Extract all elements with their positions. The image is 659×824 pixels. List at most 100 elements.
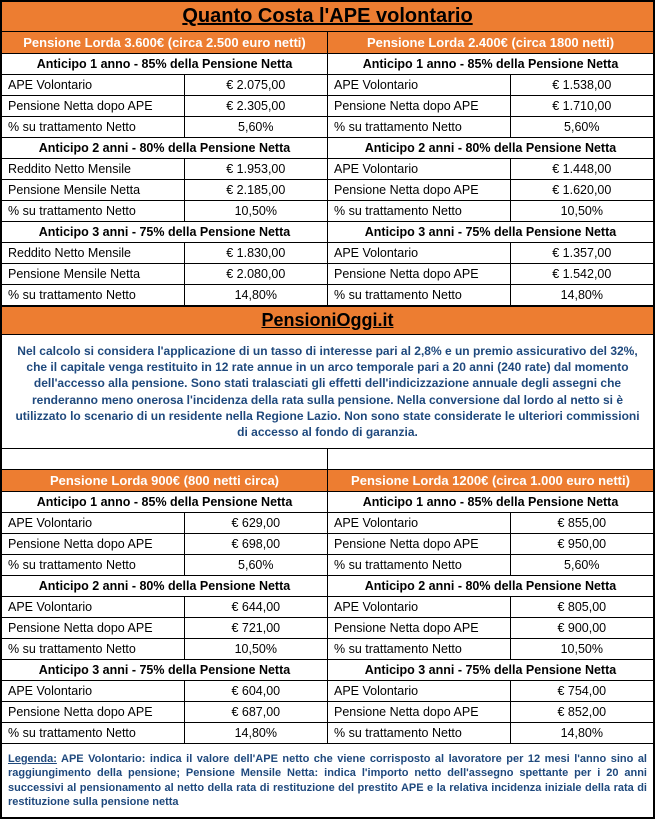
row-value: € 1.710,00 bbox=[511, 96, 653, 116]
row-label: % su trattamento Netto bbox=[328, 639, 511, 659]
row-value: 10,50% bbox=[185, 201, 327, 221]
row-label: APE Volontario bbox=[328, 75, 511, 95]
bottom-tables: Pensione Lorda 900€ (800 netti circa) An… bbox=[2, 470, 653, 744]
legend-text: Legenda: APE Volontario: indica il valor… bbox=[2, 744, 653, 817]
row-label: % su trattamento Netto bbox=[328, 555, 511, 575]
row-value: € 950,00 bbox=[511, 534, 653, 554]
row-value: € 1.620,00 bbox=[511, 180, 653, 200]
row-label: APE Volontario bbox=[328, 681, 511, 701]
spacer-row bbox=[2, 449, 653, 470]
row-value: 10,50% bbox=[511, 201, 653, 221]
section-header: Anticipo 3 anni - 75% della Pensione Net… bbox=[2, 222, 327, 243]
row-value: € 900,00 bbox=[511, 618, 653, 638]
row-value: € 1.448,00 bbox=[511, 159, 653, 179]
row-label: % su trattamento Netto bbox=[2, 285, 185, 305]
row-label: % su trattamento Netto bbox=[328, 723, 511, 743]
top-tables: Pensione Lorda 3.600€ (circa 2.500 euro … bbox=[2, 32, 653, 306]
description-text: Nel calcolo si considera l'applicazione … bbox=[2, 335, 653, 449]
row-value: 14,80% bbox=[511, 723, 653, 743]
row-value: € 855,00 bbox=[511, 513, 653, 533]
row-value: € 629,00 bbox=[185, 513, 327, 533]
row-value: € 1.953,00 bbox=[185, 159, 327, 179]
section-header: Anticipo 3 anni - 75% della Pensione Net… bbox=[328, 660, 653, 681]
column-header: Pensione Lorda 1200€ (circa 1.000 euro n… bbox=[328, 470, 653, 492]
main-title: Quanto Costa l'APE volontario bbox=[2, 2, 653, 32]
legend-term: Pensione Mensile Netta bbox=[186, 767, 315, 779]
row-value: 10,50% bbox=[185, 639, 327, 659]
row-value: € 2.305,00 bbox=[185, 96, 327, 116]
column-header: Pensione Lorda 3.600€ (circa 2.500 euro … bbox=[2, 32, 327, 54]
row-value: € 1.830,00 bbox=[185, 243, 327, 263]
row-label: % su trattamento Netto bbox=[328, 285, 511, 305]
section-header: Anticipo 1 anno - 85% della Pensione Net… bbox=[328, 492, 653, 513]
bottom-left-table: Pensione Lorda 900€ (800 netti circa) An… bbox=[2, 470, 328, 743]
section-header: Anticipo 3 anni - 75% della Pensione Net… bbox=[328, 222, 653, 243]
row-label: % su trattamento Netto bbox=[328, 201, 511, 221]
row-label: APE Volontario bbox=[2, 681, 185, 701]
row-value: € 852,00 bbox=[511, 702, 653, 722]
row-label: Pensione Netta dopo APE bbox=[2, 534, 185, 554]
section-header: Anticipo 2 anni - 80% della Pensione Net… bbox=[328, 576, 653, 597]
row-label: APE Volontario bbox=[328, 243, 511, 263]
section-header: Anticipo 2 anni - 80% della Pensione Net… bbox=[328, 138, 653, 159]
section-header: Anticipo 1 anno - 85% della Pensione Net… bbox=[328, 54, 653, 75]
row-label: Pensione Netta dopo APE bbox=[328, 702, 511, 722]
row-label: APE Volontario bbox=[2, 513, 185, 533]
mid-banner: PensioniOggi.it bbox=[2, 306, 653, 335]
row-label: APE Volontario bbox=[2, 75, 185, 95]
row-value: € 805,00 bbox=[511, 597, 653, 617]
row-value: 5,60% bbox=[185, 555, 327, 575]
row-value: € 1.538,00 bbox=[511, 75, 653, 95]
row-value: € 721,00 bbox=[185, 618, 327, 638]
row-label: APE Volontario bbox=[328, 597, 511, 617]
row-label: Pensione Netta dopo APE bbox=[2, 702, 185, 722]
row-label: Pensione Netta dopo APE bbox=[2, 96, 185, 116]
top-right-table: Pensione Lorda 2.400€ (circa 1800 netti)… bbox=[328, 32, 653, 305]
row-value: € 604,00 bbox=[185, 681, 327, 701]
row-label: APE Volontario bbox=[2, 597, 185, 617]
row-value: € 698,00 bbox=[185, 534, 327, 554]
row-label: Pensione Netta dopo APE bbox=[328, 96, 511, 116]
row-value: 10,50% bbox=[511, 639, 653, 659]
row-value: € 644,00 bbox=[185, 597, 327, 617]
row-label: % su trattamento Netto bbox=[2, 639, 185, 659]
row-value: 5,60% bbox=[511, 117, 653, 137]
section-header: Anticipo 3 anni - 75% della Pensione Net… bbox=[2, 660, 327, 681]
column-header: Pensione Lorda 900€ (800 netti circa) bbox=[2, 470, 327, 492]
row-value: € 2.075,00 bbox=[185, 75, 327, 95]
row-value: 5,60% bbox=[511, 555, 653, 575]
document-table: Quanto Costa l'APE volontario Pensione L… bbox=[0, 0, 655, 819]
row-label: APE Volontario bbox=[328, 513, 511, 533]
row-label: Pensione Mensile Netta bbox=[2, 264, 185, 284]
row-label: % su trattamento Netto bbox=[2, 201, 185, 221]
row-label: % su trattamento Netto bbox=[2, 555, 185, 575]
row-value: € 1.357,00 bbox=[511, 243, 653, 263]
top-left-table: Pensione Lorda 3.600€ (circa 2.500 euro … bbox=[2, 32, 328, 305]
row-value: € 2.185,00 bbox=[185, 180, 327, 200]
row-label: Pensione Netta dopo APE bbox=[2, 618, 185, 638]
row-value: € 1.542,00 bbox=[511, 264, 653, 284]
section-header: Anticipo 1 anno - 85% della Pensione Net… bbox=[2, 492, 327, 513]
row-label: Pensione Netta dopo APE bbox=[328, 180, 511, 200]
legend-label: Legenda: bbox=[8, 753, 57, 765]
section-header: Anticipo 2 anni - 80% della Pensione Net… bbox=[2, 576, 327, 597]
section-header: Anticipo 2 anni - 80% della Pensione Net… bbox=[2, 138, 327, 159]
row-label: Pensione Netta dopo APE bbox=[328, 264, 511, 284]
row-value: € 2.080,00 bbox=[185, 264, 327, 284]
row-label: Pensione Netta dopo APE bbox=[328, 534, 511, 554]
row-label: Pensione Netta dopo APE bbox=[328, 618, 511, 638]
section-header: Anticipo 1 anno - 85% della Pensione Net… bbox=[2, 54, 327, 75]
row-label: APE Volontario bbox=[328, 159, 511, 179]
row-value: € 687,00 bbox=[185, 702, 327, 722]
row-label: % su trattamento Netto bbox=[2, 117, 185, 137]
legend-term: APE Volontario bbox=[61, 753, 142, 765]
row-label: Reddito Netto Mensile bbox=[2, 243, 185, 263]
row-label: Reddito Netto Mensile bbox=[2, 159, 185, 179]
row-label: % su trattamento Netto bbox=[328, 117, 511, 137]
row-value: 14,80% bbox=[511, 285, 653, 305]
row-value: 14,80% bbox=[185, 723, 327, 743]
row-label: Pensione Mensile Netta bbox=[2, 180, 185, 200]
row-value: 5,60% bbox=[185, 117, 327, 137]
column-header: Pensione Lorda 2.400€ (circa 1800 netti) bbox=[328, 32, 653, 54]
row-label: % su trattamento Netto bbox=[2, 723, 185, 743]
